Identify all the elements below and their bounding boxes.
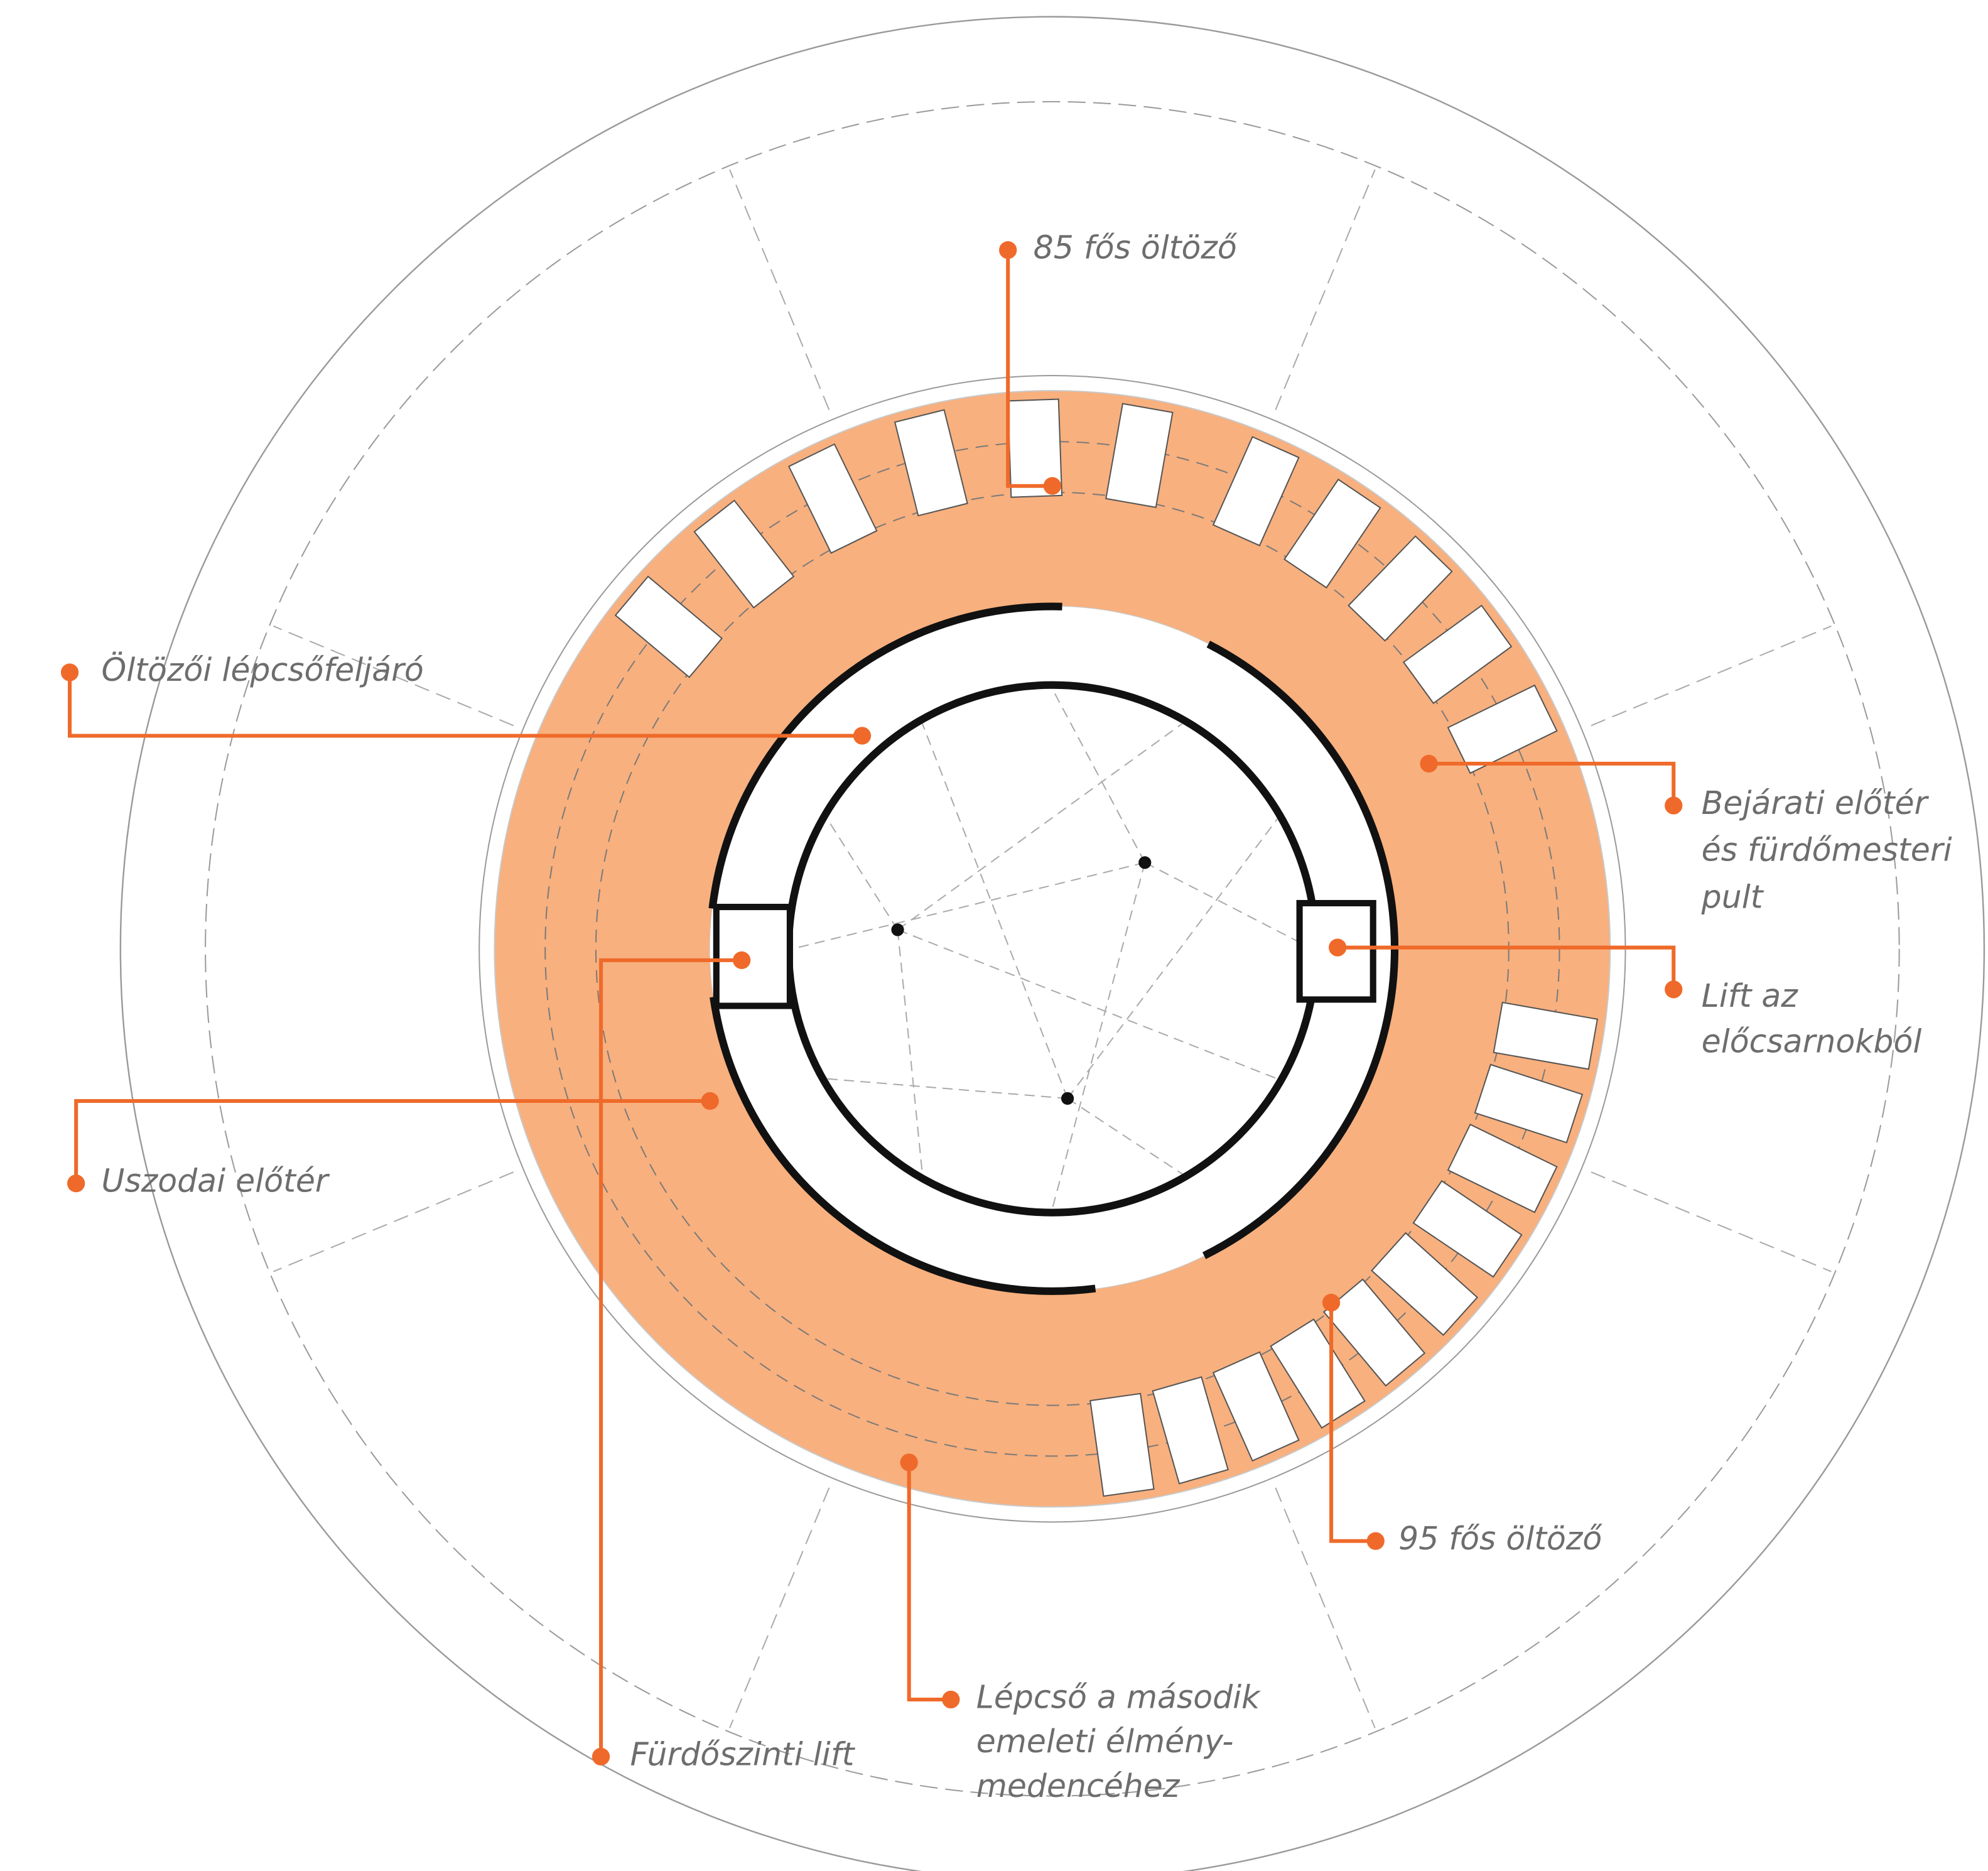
column [1061, 1092, 1074, 1105]
target-dot [1329, 939, 1346, 957]
room-label: emeleti élmény- [976, 1723, 1234, 1760]
room-label: medencéhez [976, 1767, 1180, 1804]
structure-line [1591, 626, 1831, 725]
structure-line [1591, 1172, 1831, 1271]
room-label: pult [1701, 878, 1764, 915]
target-dot [900, 1453, 918, 1471]
structure-line [730, 170, 829, 409]
leader-line [909, 1462, 951, 1700]
structure-line [1275, 1488, 1375, 1728]
room-label: és fürdőmesteri [1702, 832, 1952, 869]
atrium-wall [789, 685, 1316, 1213]
leader-dot [1665, 980, 1682, 998]
floor-plan: 85 fős öltöző Öltözői lépcsőfeljáró Bejára… [0, 0, 1988, 1871]
room-label: Öltözői lépcsőfeljáró [102, 651, 424, 688]
room-label: 85 fős öltöző [1034, 229, 1238, 266]
target-dot [701, 1092, 719, 1110]
room-label: Bejárati előtér [1702, 784, 1930, 822]
room-label: Fürdőszinti lift [630, 1735, 856, 1772]
leader-dot [942, 1691, 959, 1708]
room-label: Lépcső a második [976, 1679, 1261, 1716]
leader-dot [1367, 1532, 1385, 1550]
target-dot [1420, 755, 1437, 773]
lift [716, 907, 790, 1006]
page: {"labels": [ {"lines": ["85 fős öltöző"]… [0, 0, 1988, 1871]
room-label: előcsarnokból [1702, 1023, 1922, 1060]
leader-dot [61, 663, 78, 681]
room-label: 95 fős öltöző [1398, 1520, 1602, 1557]
target-dot [1044, 477, 1061, 495]
room-label: Uszodai előtér [102, 1163, 330, 1200]
target-dot [733, 952, 750, 969]
column [1138, 856, 1151, 869]
leader-dot [1665, 796, 1682, 814]
target-dot [853, 727, 871, 744]
structure-line [1275, 170, 1375, 409]
leader-dot [592, 1748, 610, 1765]
leader-dot [999, 241, 1017, 259]
structure-line [730, 1488, 829, 1728]
leader-dot [67, 1174, 85, 1192]
room-label: Lift az [1702, 977, 1799, 1014]
target-dot [1322, 1294, 1340, 1311]
column [891, 923, 904, 936]
